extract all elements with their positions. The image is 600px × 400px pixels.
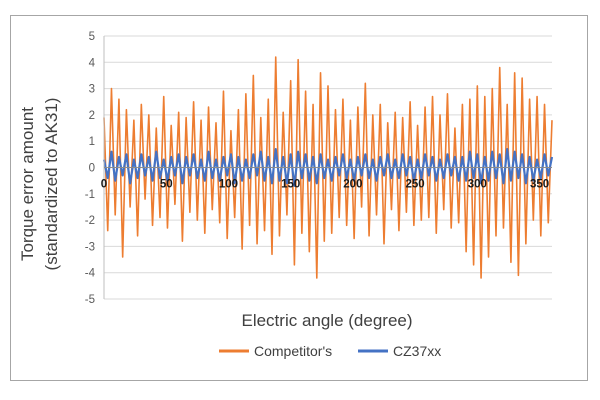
x-tick-label: 100 bbox=[219, 179, 238, 191]
y-axis-label-line1: Torque error amount bbox=[18, 107, 37, 261]
y-tick-label: 5 bbox=[89, 31, 95, 43]
x-axis-label: Electric angle (degree) bbox=[241, 311, 412, 330]
x-tick-label: 0 bbox=[101, 179, 107, 191]
x-tick-label: 150 bbox=[281, 179, 300, 191]
x-tick-label: 300 bbox=[468, 179, 487, 191]
y-tick-label: 4 bbox=[89, 57, 96, 69]
y-tick-label: 0 bbox=[89, 163, 95, 175]
axes bbox=[103, 36, 552, 299]
x-tick-label: 250 bbox=[406, 179, 425, 191]
y-tick-label: 3 bbox=[89, 84, 95, 96]
y-tick-label: -4 bbox=[85, 268, 96, 280]
legend-label-competitors: Competitor's bbox=[254, 343, 332, 359]
legend-label-cz37xx: CZ37xx bbox=[393, 343, 441, 359]
chart-frame: -5 -4 -3 -2 -1 0 1 2 3 4 5 0 50 100 150 200 250 300 350 To… bbox=[10, 15, 588, 381]
y-tick-label: -5 bbox=[85, 294, 95, 306]
x-tick-label: 350 bbox=[530, 179, 549, 191]
plot-area bbox=[102, 56, 554, 279]
y-tick-label: 2 bbox=[89, 110, 95, 122]
y-tick-label: -1 bbox=[85, 189, 95, 201]
x-tick-label: 200 bbox=[343, 179, 362, 191]
series-line-cz37xx bbox=[102, 147, 554, 188]
y-axis-label-line2: (standardized to AK31) bbox=[42, 98, 61, 271]
x-tick-label: 50 bbox=[160, 179, 173, 191]
legend: Competitor's CZ37xx bbox=[219, 343, 441, 359]
y-tick-label: -2 bbox=[85, 215, 95, 227]
y-tick-label: -3 bbox=[85, 241, 95, 253]
series-line-competitors bbox=[103, 56, 553, 279]
y-tick-label: 1 bbox=[89, 136, 95, 148]
